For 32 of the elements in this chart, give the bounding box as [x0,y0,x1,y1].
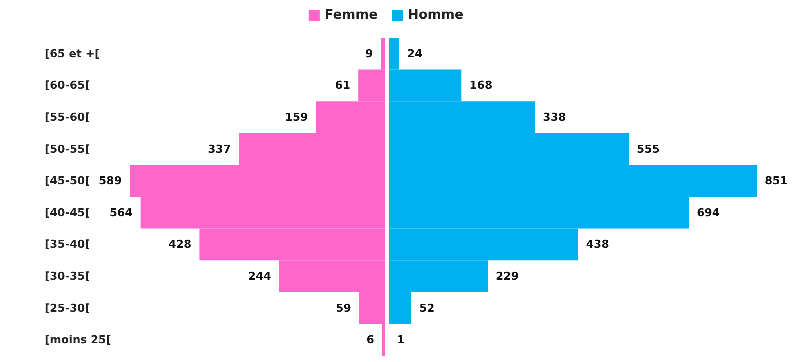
data-label: 337 [208,142,232,156]
data-label: 52 [419,302,435,315]
data-label: 59 [336,302,352,315]
y-tick-label: [25-30[ [45,302,90,315]
y-tick-label: [30-35[ [45,270,90,283]
data-label: 229 [496,270,519,283]
y-tick-label: [40-45[ [45,206,90,220]
data-label: 9 [365,47,374,60]
data-label: 851 [764,174,788,188]
legend-label: Homme [408,8,464,23]
data-label: 694 [696,206,720,220]
y-tick-label: [55-60[ [45,111,90,124]
y-tick-label: [moins 25[ [45,334,112,347]
data-label: 555 [636,142,660,156]
data-label: 428 [168,238,192,252]
data-label: 438 [586,238,610,252]
data-label: 61 [335,79,351,92]
data-label: 24 [407,47,423,60]
data-label: 564 [110,206,134,220]
data-label: 589 [99,174,122,188]
data-label: 244 [248,270,272,283]
data-label: 6 [366,334,375,347]
data-label: 1 [397,334,405,347]
legend-label: Femme [324,8,378,23]
y-tick-label: [50-55[ [45,142,90,156]
data-label: 159 [285,111,308,124]
data-label: 338 [542,111,566,124]
y-tick-label: [35-40[ [45,238,90,252]
data-label: 168 [469,79,492,92]
y-tick-label: [65 et +[ [45,47,100,60]
y-tick-label: [60-65[ [45,79,90,92]
y-tick-label: [45-50[ [45,174,90,188]
